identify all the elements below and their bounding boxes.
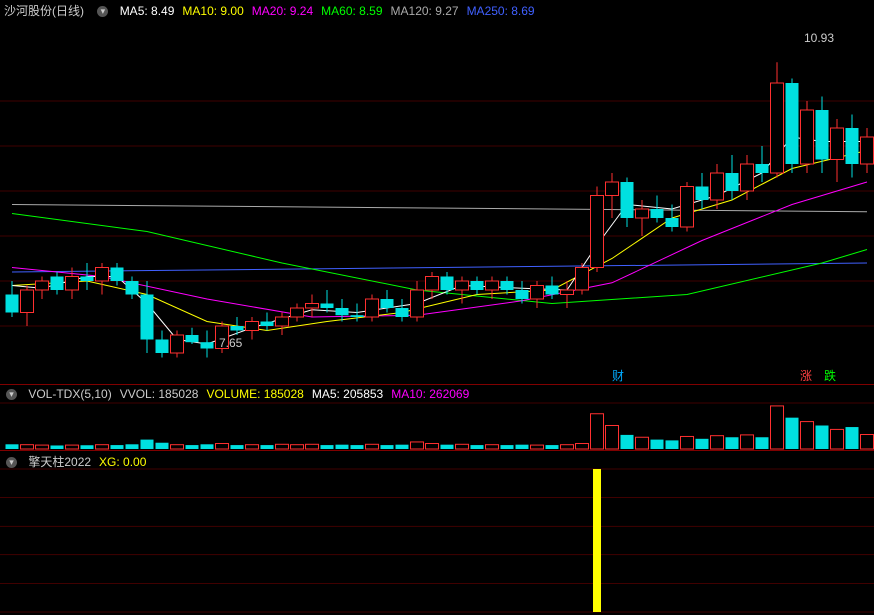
stock-title: 沙河股份(日线)	[4, 4, 84, 18]
ma-legend-item: MA250: 8.69	[467, 4, 535, 18]
candlestick-chart[interactable]: 10.93 7.65	[0, 0, 874, 384]
volume-legend-item: MA5: 205853	[312, 387, 383, 401]
ma-legend-item: MA120: 9.27	[391, 4, 459, 18]
indicator-chart[interactable]	[0, 451, 874, 615]
annotation-label: 财	[612, 367, 624, 384]
volume-legend-item: VOLUME: 185028	[206, 387, 303, 401]
ma-legend: MA5: 8.49 MA10: 9.00 MA20: 9.24 MA60: 8.59 M…	[120, 4, 543, 18]
annotation-label: 涨	[800, 367, 812, 384]
volume-legend-item: MA10: 262069	[391, 387, 469, 401]
indicator-legend-item: 擎天柱2022	[28, 455, 91, 469]
ma-legend-item: MA10: 9.00	[182, 4, 243, 18]
annotation-label: 跌	[824, 367, 836, 384]
indicator-legend: 擎天柱2022 XG: 0.00	[28, 455, 154, 469]
volume-legend-item: VVOL: 185028	[120, 387, 199, 401]
collapse-icon[interactable]: ▾	[97, 6, 108, 17]
collapse-icon[interactable]: ▾	[6, 457, 17, 468]
collapse-icon[interactable]: ▾	[6, 389, 17, 400]
volume-legend: VOL-TDX(5,10) VVOL: 185028 VOLUME: 185028 M…	[28, 387, 477, 401]
ma-legend-item: MA5: 8.49	[120, 4, 175, 18]
indicator-legend-item: XG: 0.00	[99, 455, 146, 469]
indicator-header: ▾ 擎天柱2022 XG: 0.00	[4, 453, 162, 470]
volume-panel: ▾ VOL-TDX(5,10) VVOL: 185028 VOLUME: 18502…	[0, 385, 874, 451]
svg-text:10.93: 10.93	[804, 31, 834, 45]
candlestick-panel: 沙河股份(日线) ▾ MA5: 8.49 MA10: 9.00 MA20: 9.24…	[0, 0, 874, 385]
volume-header: ▾ VOL-TDX(5,10) VVOL: 185028 VOLUME: 18502…	[4, 387, 485, 401]
volume-legend-item: VOL-TDX(5,10)	[28, 387, 111, 401]
ma-legend-item: MA60: 8.59	[321, 4, 382, 18]
svg-text:7.65: 7.65	[219, 336, 243, 350]
indicator-panel: ▾ 擎天柱2022 XG: 0.00	[0, 451, 874, 615]
main-header: 沙河股份(日线) ▾ MA5: 8.49 MA10: 9.00 MA20: 9.24…	[4, 2, 551, 19]
ma-legend-item: MA20: 9.24	[252, 4, 313, 18]
